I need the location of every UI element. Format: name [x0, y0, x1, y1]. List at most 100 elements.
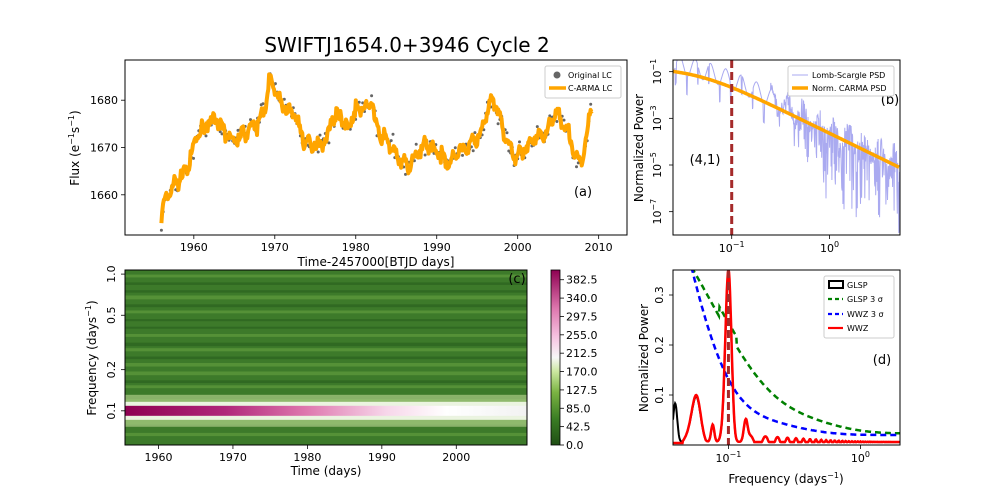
heatmap-band	[125, 380, 527, 384]
heatmap-band	[125, 326, 527, 329]
heatmap-band	[125, 432, 527, 437]
panel-b-ytick-label: 10−5	[649, 152, 664, 178]
heatmap-band	[125, 310, 527, 314]
original-lc-point	[327, 141, 331, 145]
original-lc-point	[273, 82, 277, 86]
panel-b-plot	[673, 60, 900, 235]
c-arma-lc-line	[159, 72, 594, 224]
panel-b-xtick-label: 10−1	[719, 240, 745, 255]
heatmap-band	[125, 334, 527, 337]
panel-a: 1960 1970 1980 1990 2000 2010 1660 1670 1680 Ti…	[67, 59, 628, 269]
panel-a-ytick-label: 1680	[90, 94, 118, 107]
panel-a-ytick-label: 1670	[90, 142, 118, 155]
colorbar-tick-label: 255.0	[566, 329, 598, 342]
panel-b-annotation: (4,1)	[690, 153, 721, 168]
legend-label-wwz: WWZ	[847, 324, 869, 333]
panel-d-x-ticks: 10−1 100	[716, 445, 870, 465]
wwz-3sigma-line	[690, 270, 900, 437]
panel-a-xtick-label: 1990	[423, 241, 451, 254]
panel-a-label: (a)	[574, 185, 592, 200]
panel-d-ytick-label: 0.2	[653, 336, 666, 354]
panel-b-ytick-label: 10−3	[649, 105, 664, 131]
panel-b-legend: Lomb-Scargle PSD Norm. CARMA PSD	[787, 65, 895, 97]
original-lc-point	[249, 118, 252, 122]
figure-title: SWIFTJ1654.0+3946 Cycle 2	[264, 33, 549, 57]
panel-b-y-ticks: 10−7 10−5 10−3 10−1	[649, 59, 673, 225]
panel-c-ytick-label: 0.1	[105, 402, 118, 420]
panel-a-xtick-label: 2000	[504, 241, 532, 254]
original-lc-point	[159, 228, 163, 232]
panel-c-ytick-label: 1.0	[105, 265, 118, 283]
original-lc-point	[473, 131, 477, 135]
original-lc-point	[404, 172, 407, 176]
original-lc-point	[391, 132, 395, 136]
panel-b-ytick-label: 10−7	[649, 199, 664, 225]
panel-d-xtick-label: 100	[851, 450, 870, 465]
heatmap-band	[125, 290, 527, 293]
panel-c-xtick-label: 2000	[442, 451, 470, 464]
heatmap-band	[125, 371, 527, 376]
legend-label-carma-psd: Norm. CARMA PSD	[812, 84, 887, 93]
panel-d-ytick-label: 0.3	[653, 286, 666, 304]
original-lc-point	[518, 140, 521, 144]
panel-d-xlabel: Frequency (days−1)	[728, 471, 843, 486]
panel-d-plot	[673, 270, 900, 445]
colorbar	[550, 269, 561, 446]
original-lc-point	[204, 134, 208, 138]
legend-label-glsp: GLSP	[847, 281, 868, 290]
original-lc-point	[496, 122, 500, 126]
panel-b-label: (b)	[881, 93, 899, 108]
panel-d-y-ticks: 0.1 0.2 0.3	[653, 286, 673, 404]
original-lc-point	[471, 149, 475, 153]
panel-c-x-ticks: 1960 1970 1980 1990 2000	[145, 445, 470, 464]
original-lc-point	[357, 100, 361, 104]
heatmap-peak-band	[125, 405, 527, 416]
wwz-line	[673, 270, 900, 445]
panel-c: 1960 1970 1980 1990 2000 0.1 0.2 0.5 1.0 Time (…	[84, 265, 598, 478]
legend-marker-original-lc	[553, 71, 561, 79]
original-lc-point	[505, 131, 509, 135]
original-lc-point	[507, 149, 511, 153]
panel-c-xtick-label: 1960	[145, 451, 173, 464]
heatmap-band	[125, 274, 527, 278]
panel-a-xtick-label: 1980	[342, 241, 370, 254]
legend-label-original-lc: Original LC	[568, 71, 612, 80]
panel-b-ylabel: Normalized Power	[632, 94, 646, 202]
panel-b-frame	[672, 59, 901, 236]
panel-a-y-ticks: 1660 1670 1680	[90, 94, 125, 202]
legend-label-glsp-3sigma: GLSP 3 σ	[847, 295, 883, 304]
panel-a-xtick-label: 2010	[585, 241, 613, 254]
original-lc-point	[316, 150, 320, 154]
original-lc-point	[282, 97, 286, 101]
colorbar-tick-label: 212.5	[566, 347, 598, 360]
original-lc-point	[461, 153, 464, 157]
panel-d-xtick-label: 10−1	[716, 450, 742, 465]
panel-b-legend-box	[787, 65, 895, 97]
panel-b-x-ticks: 10−1 100	[719, 235, 839, 255]
original-lc-point	[220, 132, 224, 136]
original-lc-point	[535, 125, 539, 129]
panel-a-xtick-label: 1970	[261, 241, 289, 254]
carma-psd-line	[673, 69, 900, 169]
glsp-3sigma-line	[691, 270, 900, 435]
colorbar-tick-label: 382.5	[566, 274, 598, 287]
original-lc-point	[562, 118, 566, 122]
panel-b: 10−1 100 10−7 10−5 10−3 10−1 Normalized Powe…	[632, 59, 901, 255]
lomb-scargle-psd-line	[673, 60, 900, 234]
colorbar-tick-label: 297.5	[566, 310, 598, 323]
panel-c-y-ticks: 0.1 0.2 0.5 1.0	[105, 265, 125, 420]
heatmap-band	[125, 363, 527, 367]
original-lc-point	[423, 153, 427, 157]
heatmap-band	[125, 319, 527, 322]
original-lc-point	[576, 161, 580, 165]
panel-a-ylabel: Flux (e−1s−1)	[67, 110, 82, 185]
colorbar-tick-label: 42.5	[566, 421, 591, 434]
original-lc-point	[370, 94, 374, 98]
original-lc-point	[589, 102, 593, 106]
panel-c-ytick-label: 0.5	[105, 307, 118, 325]
legend-label-lomb-scargle: Lomb-Scargle PSD	[812, 71, 885, 80]
heatmap-band	[125, 385, 527, 389]
legend-label-wwz-3sigma: WWZ 3 σ	[847, 310, 884, 319]
colorbar-tick-label: 340.0	[566, 292, 598, 305]
